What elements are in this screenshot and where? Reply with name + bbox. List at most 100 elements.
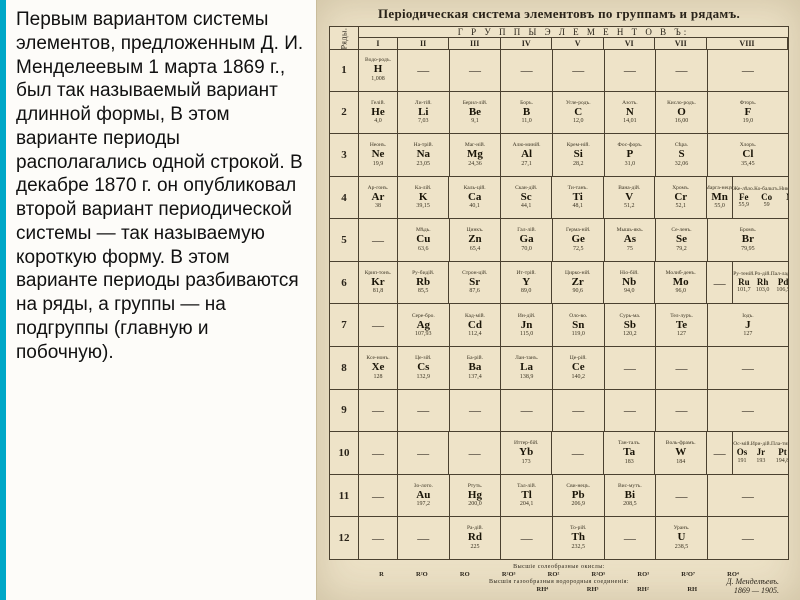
groups-title: Г Р У П П Ы Э Л Е М Е Н Т О В Ъ:: [359, 27, 788, 38]
table-row: 11—Зо-лото.Au197,2Ртуть.Hg200,0Тал-лій.T…: [330, 475, 788, 518]
element-cell: Хромъ.Cr52,1: [655, 177, 707, 219]
empty-cell: —: [605, 49, 657, 91]
group8-cell: Же-лѣзо.Fe55,9Ко-бальтъ.Co59Ник-кель.Ni5…: [733, 177, 788, 219]
table-row: 9————————: [330, 390, 788, 433]
element-cell: Цинкъ.Zn65,4: [450, 219, 502, 261]
element-cell: Крип-тонъ.Kr81,8: [359, 262, 398, 304]
element-cell: Гелій.He4,0: [359, 92, 398, 134]
empty-cell: —: [449, 432, 501, 474]
row-number: 11: [330, 475, 359, 517]
empty-cell: —: [708, 347, 788, 389]
oxides-row: RR²OROR²O³RO²R²O⁵RO³R²O⁷RO⁴: [363, 571, 755, 578]
group8-cell: Ру-теній.Ru101,7Ро-дій.Rh103,0Пал-ладій.…: [733, 262, 788, 304]
empty-cell: —: [605, 517, 657, 559]
element-sub: Же-лѣзо.Fe55,9: [733, 177, 754, 219]
signature: Д. Менделѣевъ. 1869 — 1905.: [726, 578, 779, 596]
empty-cell: —: [708, 49, 788, 91]
element-cell: Ксе-нонъ.Xe128: [359, 347, 398, 389]
empty-cell: —: [708, 390, 788, 432]
element-cell: Це-зій.Cs132,9: [398, 347, 450, 389]
element-cell: Бромъ.Br79,95: [708, 219, 788, 261]
element-cell: Мѣдь.Cu63,6: [398, 219, 450, 261]
element-cell: Иттер-бій.Yb173: [501, 432, 553, 474]
row-number: 1: [330, 49, 359, 91]
rows-header: Ряды.: [330, 27, 359, 49]
empty-cell: —: [605, 390, 657, 432]
empty-cell: —: [553, 390, 605, 432]
empty-cell: —: [656, 347, 708, 389]
page-title: Періодическая система элементовъ по груп…: [317, 6, 800, 22]
element-cell: Марга-нецъ.Mn55,0: [707, 177, 733, 219]
element-cell: Маг-ній.Mg24,36: [450, 134, 502, 176]
empty-cell: —: [450, 49, 502, 91]
row-number: 6: [330, 262, 359, 304]
element-cell: Тел-луръ.Te127: [656, 304, 708, 346]
table-row: 8Ксе-нонъ.Xe128Це-зій.Cs132,9Ба-рій.Ba13…: [330, 347, 788, 390]
element-cell: Ли-тій.Li7,03: [398, 92, 450, 134]
slide-root: Первым вариантом системы элементов, пред…: [0, 0, 800, 600]
element-sub: Ру-теній.Ru101,7: [733, 262, 754, 304]
element-cell: Сурь-ма.Sb120,2: [605, 304, 657, 346]
text-column: Первым вариантом системы элементов, пред…: [16, 8, 306, 592]
group-label: V: [552, 38, 604, 49]
table-row: 12——Ра-дій.Rd225—То-рій.Th232,5—Уранъ.U2…: [330, 517, 788, 559]
empty-cell: —: [359, 304, 398, 346]
element-sub: Ко-бальтъ.Co59: [754, 177, 779, 219]
element-cell: Ит-трій.Y89,0: [501, 262, 553, 304]
group8-cell: Ос-мій.Os191Ири-дій.Jr193Пла-тина.Pt194,…: [733, 432, 788, 474]
group-label: III: [449, 38, 501, 49]
row-number: 3: [330, 134, 359, 176]
element-cell: Воль-фрамъ.W184: [655, 432, 707, 474]
element-cell: Неонъ.Ne19,9: [359, 134, 398, 176]
element-cell: Хлоръ.Cl35,45: [708, 134, 788, 176]
row-number: 9: [330, 390, 359, 432]
table-body: 1Водо-родъ.H1,008———————2Гелій.He4,0Ли-т…: [330, 49, 788, 559]
table-row: 3Неонъ.Ne19,9На-трій.Na23,05Маг-ній.Mg24…: [330, 134, 788, 177]
element-cell: Гал-лій.Ga70,0: [501, 219, 553, 261]
element-sub: Ири-дій.Jr193: [751, 432, 771, 474]
element-cell: Боръ.B11,0: [501, 92, 553, 134]
empty-cell: —: [359, 432, 398, 474]
element-sub: Пла-тина.Pt194,8: [771, 432, 788, 474]
element-cell: Ра-дій.Rd225: [450, 517, 502, 559]
element-cell: Фторъ.F19,0: [708, 92, 788, 134]
row-number: 2: [330, 92, 359, 134]
element-cell: Сере-бро.Ag107,93: [398, 304, 450, 346]
element-cell: Крем-ній.Si28,2: [553, 134, 605, 176]
table-row: 4Ар-гонъ.Ar38Ка-лій.K39,15Каль-цій.Ca40,…: [330, 177, 788, 220]
element-cell: Молиб-денъ.Mo96,0: [655, 262, 707, 304]
element-cell: Іодъ.J127: [708, 304, 788, 346]
element-cell: Вис-мутъ.Bi208,5: [605, 475, 657, 517]
element-cell: Ар-гонъ.Ar38: [359, 177, 398, 219]
empty-cell: —: [552, 432, 604, 474]
element-cell: Уранъ.U238,5: [656, 517, 708, 559]
element-cell: Лан-танъ.La138,9: [501, 347, 553, 389]
hydrides-title: Высшія газообразныя водородныя соединені…: [333, 579, 785, 585]
element-cell: Скан-дій.Sc44,1: [501, 177, 553, 219]
element-cell: Цирко-ній.Zr90,6: [552, 262, 604, 304]
table-row: 5—Мѣдь.Cu63,6Цинкъ.Zn65,4Гал-лій.Ga70,0Г…: [330, 219, 788, 262]
element-cell: Кад-мій.Cd112,4: [450, 304, 502, 346]
element-sub: Пал-ладій.Pd106,5: [771, 262, 788, 304]
element-cell: Кисло-родъ.O16,00: [656, 92, 708, 134]
row-number: 12: [330, 517, 359, 559]
element-cell: Строн-цій.Sr87,6: [449, 262, 501, 304]
body-text: Первым вариантом системы элементов, пред…: [16, 8, 306, 364]
row-number: 7: [330, 304, 359, 346]
group-label: II: [398, 38, 450, 49]
element-cell: Ка-лій.K39,15: [398, 177, 450, 219]
element-sub: Ник-кель.Ni59: [779, 177, 788, 219]
element-cell: Алю-миній.Al27,1: [501, 134, 553, 176]
table-row: 10———Иттер-бій.Yb173—Тан-талъ.Ta183Воль-…: [330, 432, 788, 475]
element-cell: Вана-дій.V51,2: [604, 177, 656, 219]
group-label: I: [359, 38, 398, 49]
element-cell: То-рій.Th232,5: [553, 517, 605, 559]
element-cell: Зо-лото.Au197,2: [398, 475, 450, 517]
periodic-table-page: Періодическая система элементовъ по груп…: [316, 0, 800, 600]
empty-cell: —: [450, 390, 502, 432]
table-footer: Высшіе солеобразные окислы: RR²OROR²O³RO…: [333, 564, 785, 594]
table-header: Ряды. Г Р У П П Ы Э Л Е М Е Н Т О В Ъ: I…: [330, 27, 788, 50]
periodic-table: Ряды. Г Р У П П Ы Э Л Е М Е Н Т О В Ъ: I…: [329, 26, 789, 560]
element-cell: Ніо-бій.Nb94,0: [604, 262, 656, 304]
empty-cell: —: [605, 347, 657, 389]
